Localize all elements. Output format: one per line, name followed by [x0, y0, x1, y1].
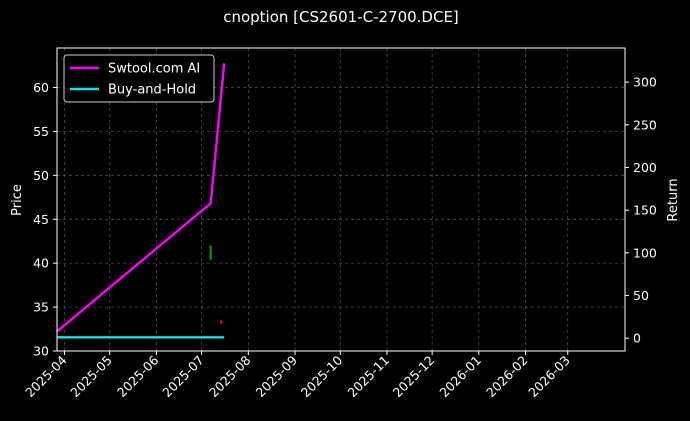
y-right-tick-label: 50 [633, 288, 649, 303]
chart-title: cnoption [CS2601-C-2700.DCE] [223, 8, 459, 26]
legend-label-buy-and-hold: Buy-and-Hold [108, 83, 196, 98]
series-layer [56, 63, 226, 339]
plot-frame [56, 47, 626, 352]
y-left-tick-label: 40 [33, 256, 49, 271]
trade-markers [209, 245, 223, 324]
y-right-tick-label: 200 [633, 160, 657, 175]
y-axis-left: 30 35 40 45 50 55 60 [33, 80, 57, 359]
y-right-tick-label: 150 [633, 203, 657, 218]
y-right-tick-label: 100 [633, 245, 657, 260]
y-left-tick-label: 50 [33, 168, 49, 183]
series-line-swtool-com-ai [56, 63, 226, 333]
legend: Swtool.com AI Buy-and-Hold [63, 54, 215, 103]
y-left-tick-label: 55 [33, 124, 49, 139]
legend-label-swtool: Swtool.com AI [108, 62, 200, 77]
y-right-tick-label: 0 [633, 331, 641, 346]
y-axis-left-title: Price [10, 184, 25, 216]
y-right-tick-label: 300 [633, 75, 657, 90]
y-left-tick-label: 35 [33, 300, 49, 315]
y-axis-right-title: Return [666, 178, 681, 221]
legend-box [63, 54, 215, 103]
y-right-tick-label: 250 [633, 117, 657, 132]
y-left-tick-label: 60 [33, 80, 49, 95]
y-left-tick-label: 30 [33, 344, 49, 359]
y-left-tick-label: 45 [33, 212, 49, 227]
y-axis-right: 0 50 100 150 200 250 300 [625, 75, 657, 346]
